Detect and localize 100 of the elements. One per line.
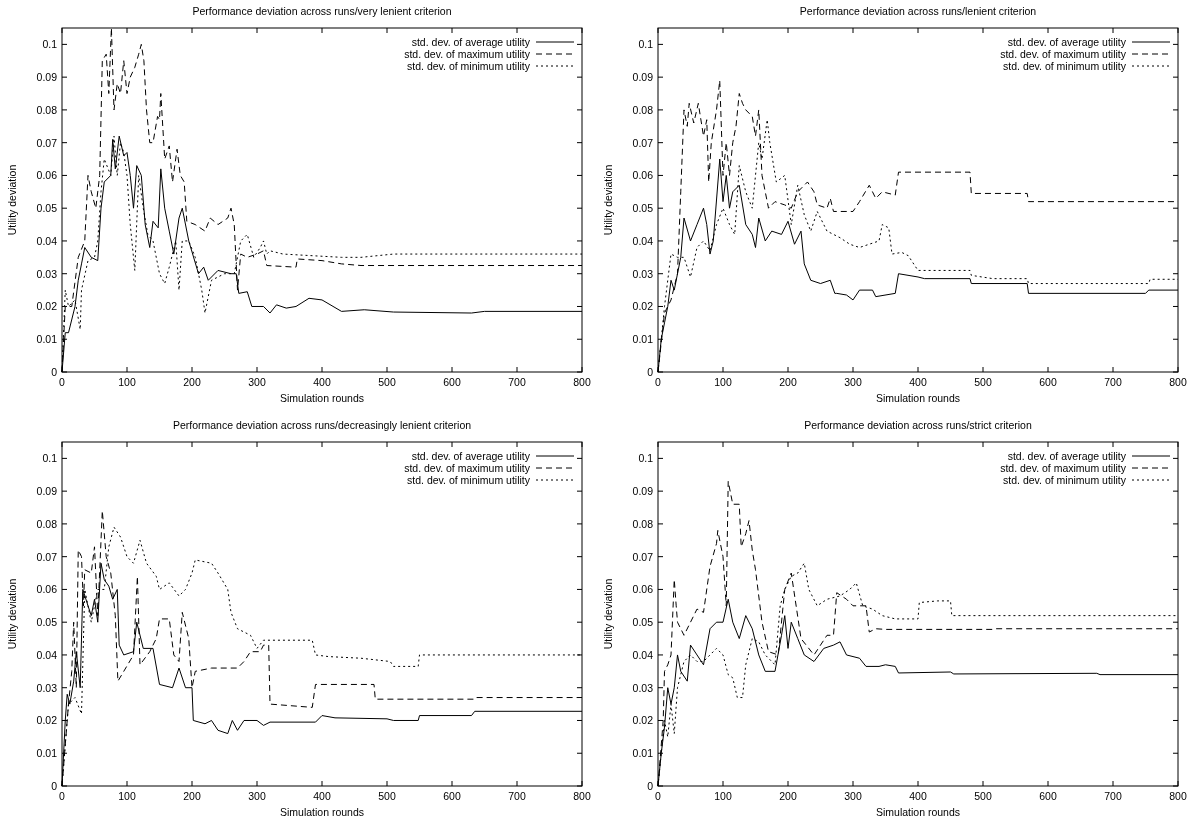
y-tick-label: 0.07	[36, 550, 58, 563]
x-tick-label: 400	[313, 790, 331, 802]
y-tick-label: 0.07	[632, 136, 654, 149]
x-tick-label: 700	[1104, 790, 1122, 802]
x-tick-label: 100	[118, 376, 136, 388]
y-tick-label: 0	[51, 366, 58, 378]
x-tick-label: 300	[844, 376, 862, 388]
x-axis-title: Simulation rounds	[279, 392, 365, 404]
y-tick-label: 0.03	[36, 267, 58, 280]
y-axis-title: Utility deviation	[6, 578, 18, 650]
legend-label: std. dev. of minimum utility	[407, 60, 531, 72]
y-axis-title: Utility deviation	[602, 164, 614, 236]
y-tick-label: 0.06	[632, 169, 654, 182]
y-tick-label: 0.02	[632, 300, 654, 313]
x-tick-label: 800	[573, 376, 591, 388]
y-tick-label: 0.05	[632, 616, 654, 629]
x-tick-label: 300	[248, 790, 266, 802]
y-tick-label: 0.07	[36, 136, 58, 149]
chart-title: Performance deviation across runs/strict criterion	[804, 419, 1032, 431]
x-tick-label: 500	[378, 790, 396, 802]
y-tick-label: 0.08	[36, 103, 58, 116]
y-tick-label: 0.06	[36, 583, 58, 596]
y-tick-label: 0.02	[632, 714, 654, 727]
x-tick-label: 0	[59, 376, 66, 388]
y-tick-label: 0.02	[36, 714, 58, 727]
x-tick-label: 500	[974, 790, 992, 802]
x-tick-label: 200	[183, 790, 201, 802]
legend-label: std. dev. of average utility	[1007, 36, 1127, 48]
legend-label: std. dev. of maximum utility	[1000, 48, 1127, 60]
legend-label: std. dev. of minimum utility	[1003, 474, 1127, 486]
x-axis-title: Simulation rounds	[875, 806, 961, 818]
x-tick-label: 300	[844, 790, 862, 802]
y-tick-label: 0.08	[36, 517, 58, 530]
y-tick-label: 0.03	[632, 267, 654, 280]
legend-label: std. dev. of maximum utility	[404, 48, 531, 60]
legend-label: std. dev. of maximum utility	[1000, 462, 1127, 474]
x-tick-label: 400	[909, 790, 927, 802]
x-tick-label: 600	[443, 790, 461, 802]
x-tick-label: 200	[183, 376, 201, 388]
y-tick-label: 0.07	[632, 550, 654, 563]
x-tick-label: 500	[974, 376, 992, 388]
x-tick-label: 700	[508, 790, 526, 802]
y-tick-label: 0.05	[36, 202, 58, 215]
y-tick-label: 0.04	[632, 648, 654, 661]
y-tick-label: 0	[647, 780, 654, 792]
x-tick-label: 500	[378, 376, 396, 388]
x-tick-label: 100	[714, 790, 732, 802]
x-tick-label: 700	[1104, 376, 1122, 388]
x-tick-label: 300	[248, 376, 266, 388]
x-tick-label: 200	[779, 790, 797, 802]
legend-label: std. dev. of average utility	[411, 450, 531, 462]
chart-title: Performance deviation across runs/very lenient criterion	[192, 5, 452, 17]
y-tick-label: 0	[51, 780, 58, 792]
y-tick-label: 0.06	[36, 169, 58, 182]
legend-label: std. dev. of average utility	[411, 36, 531, 48]
x-tick-label: 0	[655, 790, 662, 802]
x-tick-label: 800	[1169, 790, 1187, 802]
y-tick-label: 0.08	[632, 517, 654, 530]
y-tick-label: 0.01	[36, 747, 58, 760]
legend-label: std. dev. of maximum utility	[404, 462, 531, 474]
y-axis-title: Utility deviation	[6, 164, 18, 236]
y-tick-label: 0.02	[36, 300, 58, 313]
x-tick-label: 800	[1169, 376, 1187, 388]
x-axis-title: Simulation rounds	[875, 392, 961, 404]
y-tick-label: 0.03	[632, 681, 654, 694]
y-tick-label: 0.09	[632, 71, 654, 84]
x-tick-label: 600	[443, 376, 461, 388]
y-tick-label: 0.04	[36, 648, 58, 661]
x-tick-label: 600	[1039, 790, 1057, 802]
x-tick-label: 100	[714, 376, 732, 388]
y-tick-label: 0.09	[632, 485, 654, 498]
y-tick-label: 0.09	[36, 71, 58, 84]
y-axis-title: Utility deviation	[602, 578, 614, 650]
x-tick-label: 200	[779, 376, 797, 388]
y-tick-label: 0.01	[36, 333, 58, 346]
x-tick-label: 0	[59, 790, 66, 802]
x-tick-label: 700	[508, 376, 526, 388]
y-tick-label: 0.08	[632, 103, 654, 116]
y-tick-label: 0.01	[632, 333, 654, 346]
x-tick-label: 800	[573, 790, 591, 802]
y-tick-label: 0.03	[36, 681, 58, 694]
chart-title: Performance deviation across runs/lenient criterion	[799, 5, 1037, 17]
x-tick-label: 100	[118, 790, 136, 802]
x-tick-label: 600	[1039, 376, 1057, 388]
y-tick-label: 0.1	[638, 38, 654, 51]
y-tick-label: 0.06	[632, 583, 654, 596]
y-tick-label: 0.01	[632, 747, 654, 760]
chart-title: Performance deviation across runs/decreasingly lenient criterion	[172, 419, 472, 431]
y-tick-label: 0.1	[42, 452, 58, 465]
y-tick-label: 0.05	[36, 616, 58, 629]
x-tick-label: 400	[313, 376, 331, 388]
y-tick-label: 0.04	[36, 234, 58, 247]
legend-label: std. dev. of minimum utility	[1003, 60, 1127, 72]
legend-label: std. dev. of minimum utility	[407, 474, 531, 486]
legend-label: std. dev. of average utility	[1007, 450, 1127, 462]
x-tick-label: 400	[909, 376, 927, 388]
y-tick-label: 0	[647, 366, 654, 378]
y-tick-label: 0.09	[36, 485, 58, 498]
y-tick-label: 0.1	[42, 38, 58, 51]
x-axis-title: Simulation rounds	[279, 806, 365, 818]
